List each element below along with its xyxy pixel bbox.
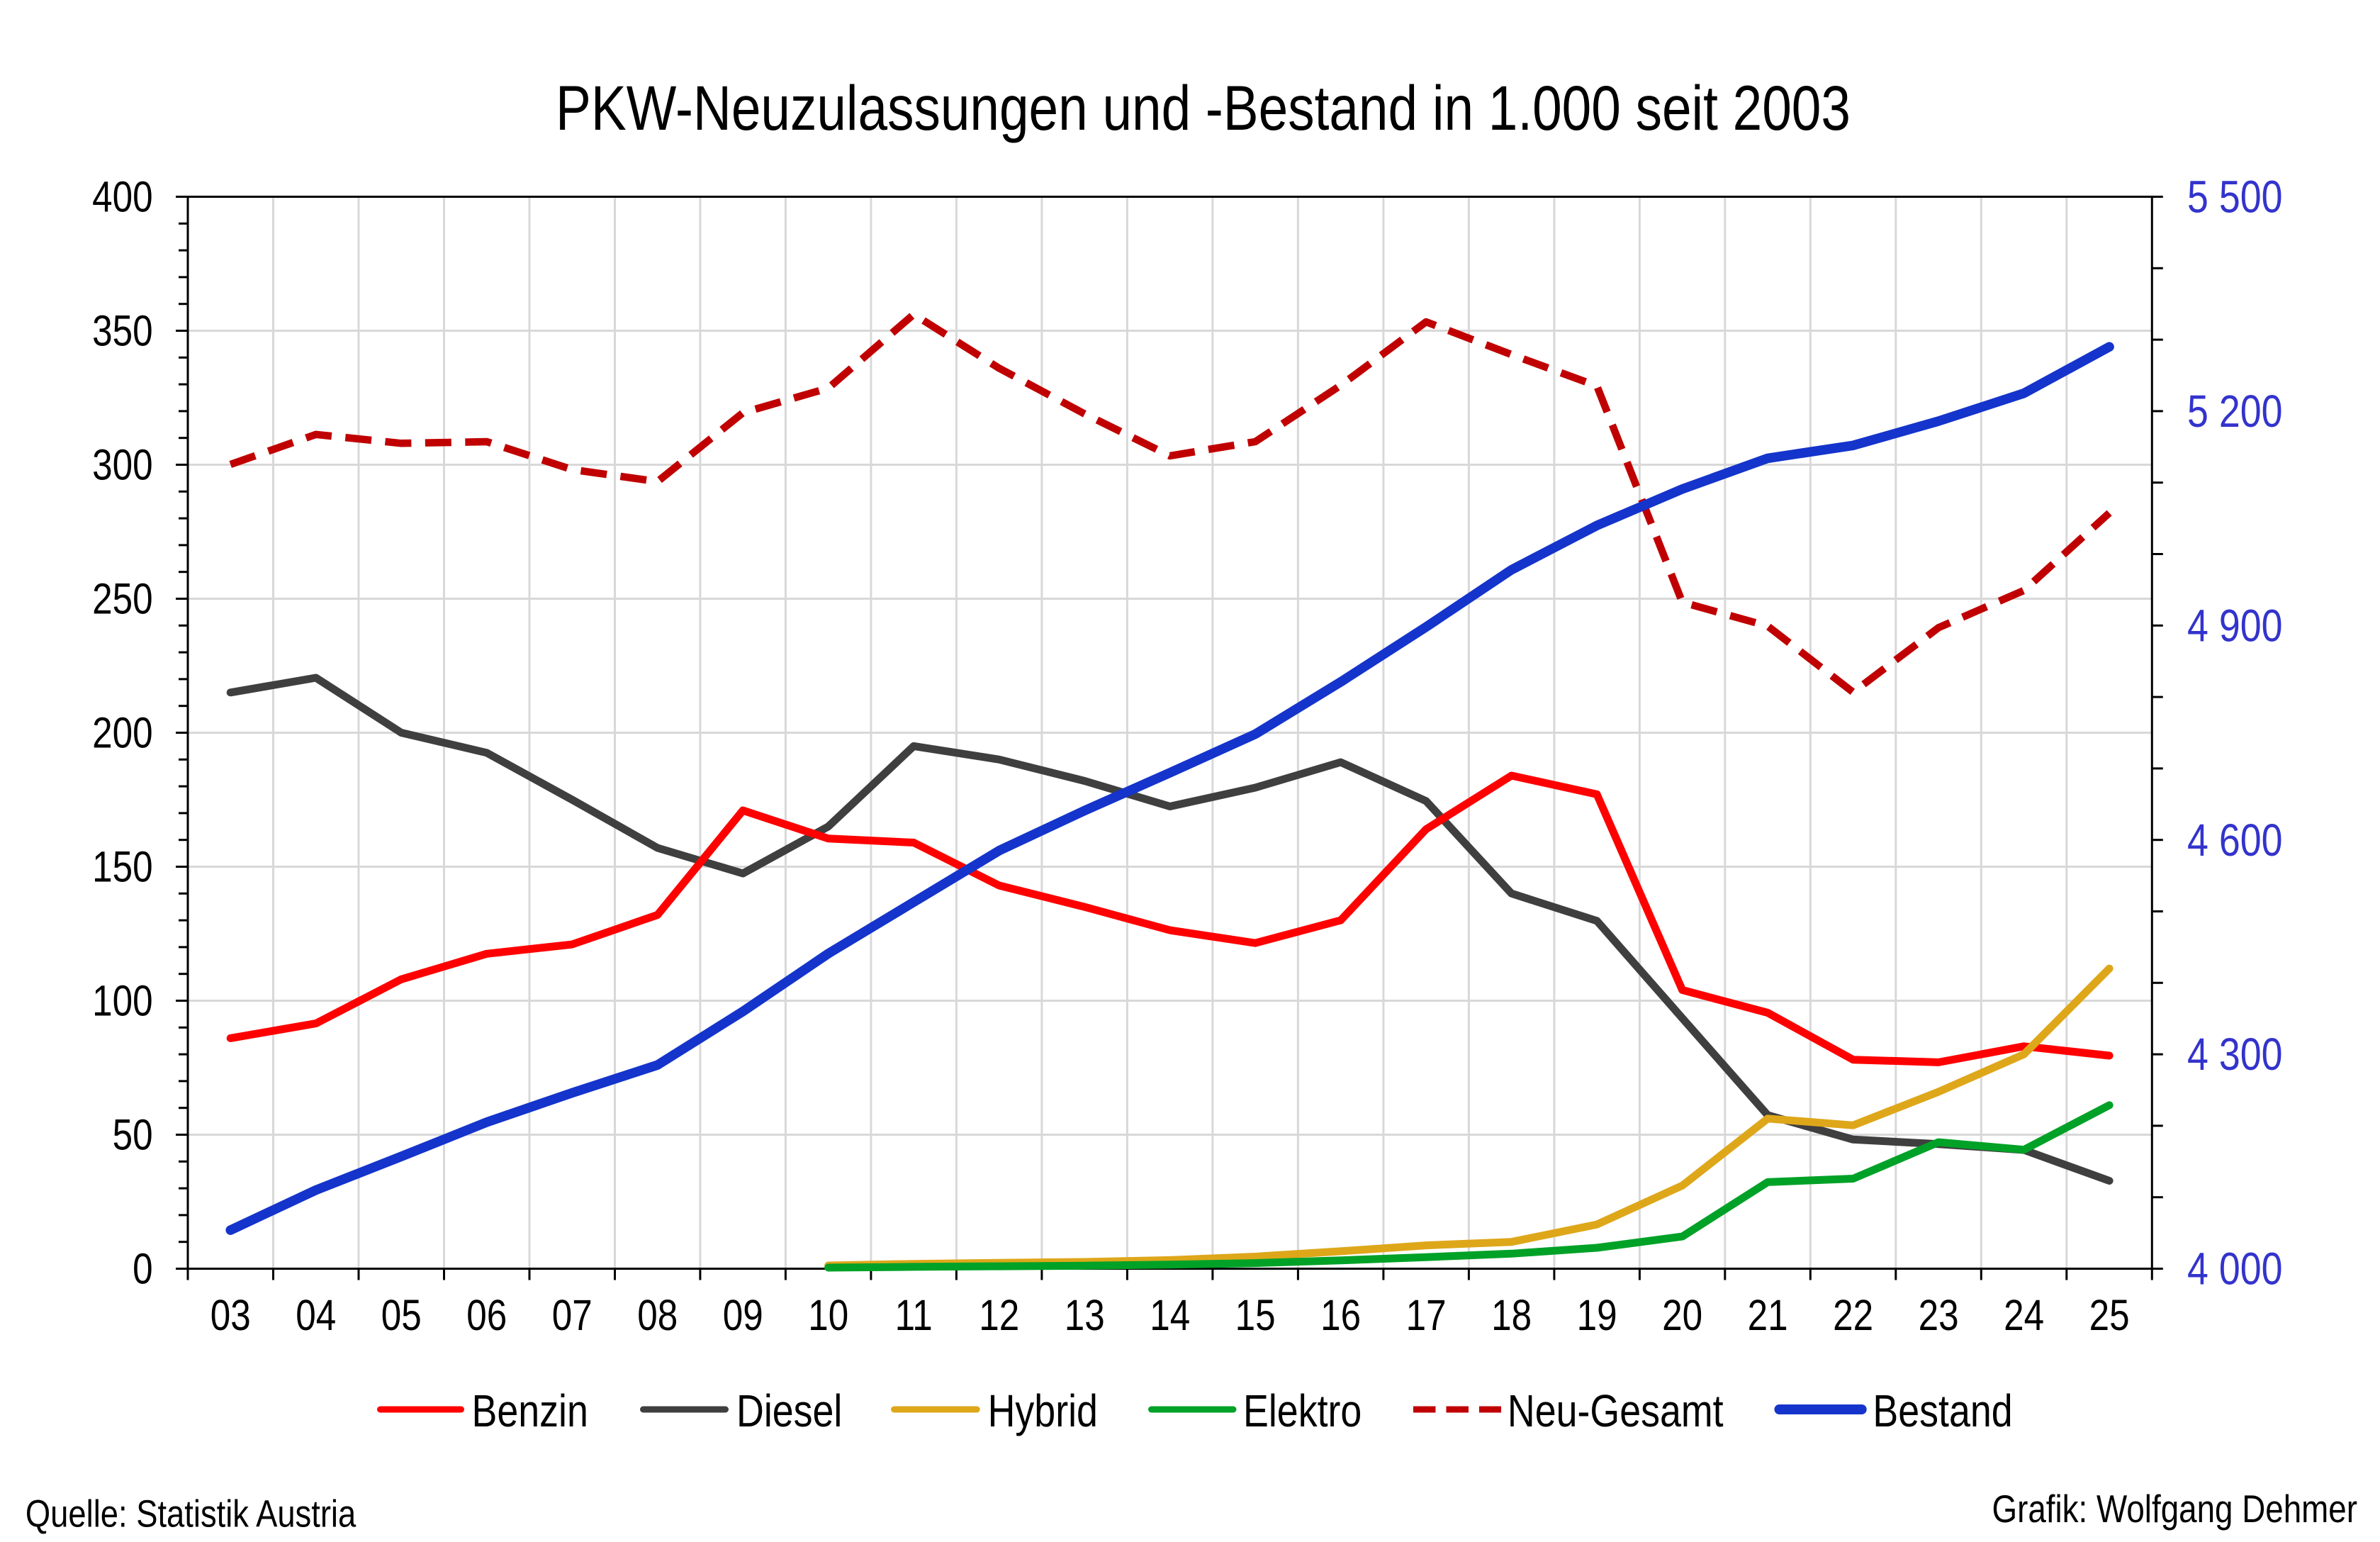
- svg-text:Elektro: Elektro: [1243, 1385, 1362, 1437]
- svg-text:14: 14: [1150, 1291, 1190, 1339]
- svg-text:10: 10: [808, 1291, 848, 1339]
- svg-text:11: 11: [895, 1291, 933, 1339]
- svg-text:25: 25: [2089, 1291, 2130, 1339]
- svg-text:250: 250: [92, 574, 152, 622]
- svg-text:100: 100: [92, 976, 152, 1024]
- svg-text:13: 13: [1065, 1291, 1105, 1339]
- svg-text:20: 20: [1662, 1291, 1702, 1339]
- svg-text:300: 300: [92, 440, 152, 488]
- svg-text:4 300: 4 300: [2187, 1029, 2283, 1080]
- svg-text:06: 06: [466, 1291, 507, 1339]
- svg-text:05: 05: [381, 1291, 422, 1339]
- svg-text:21: 21: [1748, 1291, 1788, 1339]
- svg-text:0: 0: [133, 1244, 152, 1292]
- svg-text:50: 50: [113, 1110, 153, 1158]
- svg-text:18: 18: [1491, 1291, 1532, 1339]
- svg-text:200: 200: [92, 708, 152, 756]
- svg-text:350: 350: [92, 306, 152, 354]
- svg-text:22: 22: [1833, 1291, 1873, 1339]
- svg-text:15: 15: [1235, 1291, 1276, 1339]
- svg-text:19: 19: [1577, 1291, 1617, 1339]
- svg-text:Benzin: Benzin: [472, 1385, 588, 1437]
- svg-text:5 200: 5 200: [2187, 386, 2283, 437]
- svg-text:5 500: 5 500: [2187, 171, 2283, 223]
- svg-text:400: 400: [92, 172, 152, 220]
- svg-text:Bestand: Bestand: [1873, 1385, 2012, 1437]
- svg-text:4 900: 4 900: [2187, 600, 2283, 652]
- svg-text:Hybrid: Hybrid: [988, 1385, 1098, 1437]
- svg-text:Diesel: Diesel: [736, 1385, 842, 1437]
- svg-text:04: 04: [296, 1291, 336, 1339]
- svg-text:Quelle: Statistik Austria: Quelle: Statistik Austria: [26, 1492, 357, 1536]
- svg-text:17: 17: [1406, 1291, 1447, 1339]
- svg-text:03: 03: [211, 1291, 251, 1339]
- svg-text:12: 12: [979, 1291, 1019, 1339]
- svg-text:24: 24: [2004, 1291, 2044, 1339]
- svg-text:4 600: 4 600: [2187, 814, 2283, 866]
- svg-text:23: 23: [1919, 1291, 1959, 1339]
- svg-text:Neu-Gesamt: Neu-Gesamt: [1508, 1385, 1724, 1437]
- svg-text:08: 08: [637, 1291, 678, 1339]
- svg-text:PKW-Neuzulassungen und -Bestan: PKW-Neuzulassungen und -Bestand in 1.000…: [556, 74, 1851, 144]
- svg-text:16: 16: [1320, 1291, 1361, 1339]
- svg-text:150: 150: [92, 842, 152, 890]
- svg-text:07: 07: [552, 1291, 593, 1339]
- svg-text:4 000: 4 000: [2187, 1243, 2283, 1295]
- svg-text:09: 09: [723, 1291, 763, 1339]
- svg-text:Grafik: Wolfgang Dehmer: Grafik: Wolfgang Dehmer: [1992, 1487, 2357, 1531]
